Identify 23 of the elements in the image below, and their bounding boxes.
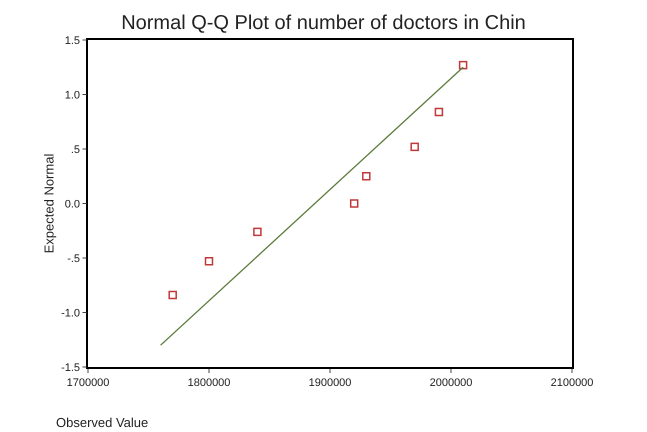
- x-tick-label: 1800000: [188, 376, 230, 389]
- y-tick-label: 1.5: [64, 34, 80, 47]
- x-tick-label: 2000000: [430, 376, 472, 389]
- x-tick-label: 1900000: [308, 376, 352, 389]
- y-tick-label: -1.0: [61, 307, 80, 320]
- y-tick-label: -1.5: [61, 362, 80, 374]
- chart-title: Normal Q-Q Plot of number of doctors in Chin: [121, 12, 526, 34]
- y-axis-title: Expected Normal: [42, 154, 57, 254]
- point: [168, 290, 177, 300]
- point: [253, 228, 262, 236]
- point: [350, 199, 358, 208]
- x-tick-label: 2100000: [550, 376, 594, 389]
- y-tick-label: -.5: [67, 252, 80, 265]
- x-tick-label: 1700000: [66, 376, 110, 389]
- y-tick-label: 0.0: [64, 198, 80, 210]
- y-tick-label: .5: [70, 144, 80, 156]
- point: [434, 108, 444, 116]
- point: [410, 142, 419, 152]
- point: [362, 172, 371, 180]
- y-tick-label: 1.0: [64, 89, 80, 102]
- point: [204, 257, 214, 266]
- point: [458, 60, 468, 70]
- x-axis-title: Observed Value: [56, 415, 148, 430]
